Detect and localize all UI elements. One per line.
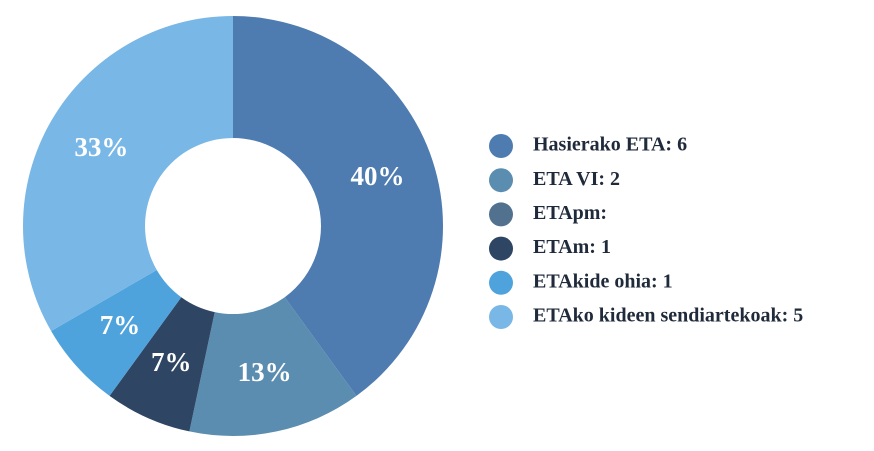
slice-label: 7% <box>100 310 141 340</box>
slice <box>22 16 233 331</box>
slice <box>233 16 444 396</box>
slice <box>51 269 182 396</box>
legend-label: ETAm: 1 <box>533 236 611 258</box>
slice-label: 7% <box>151 347 192 377</box>
legend-label: ETA VI: 2 <box>533 168 620 190</box>
slice <box>189 297 357 436</box>
legend-label: ETAko kideen sendiartekoak: 5 <box>533 305 803 327</box>
slice-label: 13% <box>238 357 292 387</box>
legend-swatch <box>489 134 513 158</box>
legend-swatch <box>489 202 513 227</box>
legend-swatch <box>489 305 513 329</box>
slice-label: 40% <box>351 161 405 191</box>
legend-label: ETApm: <box>533 202 607 224</box>
slice <box>109 297 215 432</box>
legend-swatch <box>489 270 513 295</box>
legend-swatch <box>489 236 513 261</box>
slice-label: 33% <box>74 132 128 162</box>
legend-label: ETAkide ohia: 1 <box>533 270 673 292</box>
legend-label: Hasierako ETA: 6 <box>533 134 687 156</box>
legend-swatch <box>489 168 513 193</box>
